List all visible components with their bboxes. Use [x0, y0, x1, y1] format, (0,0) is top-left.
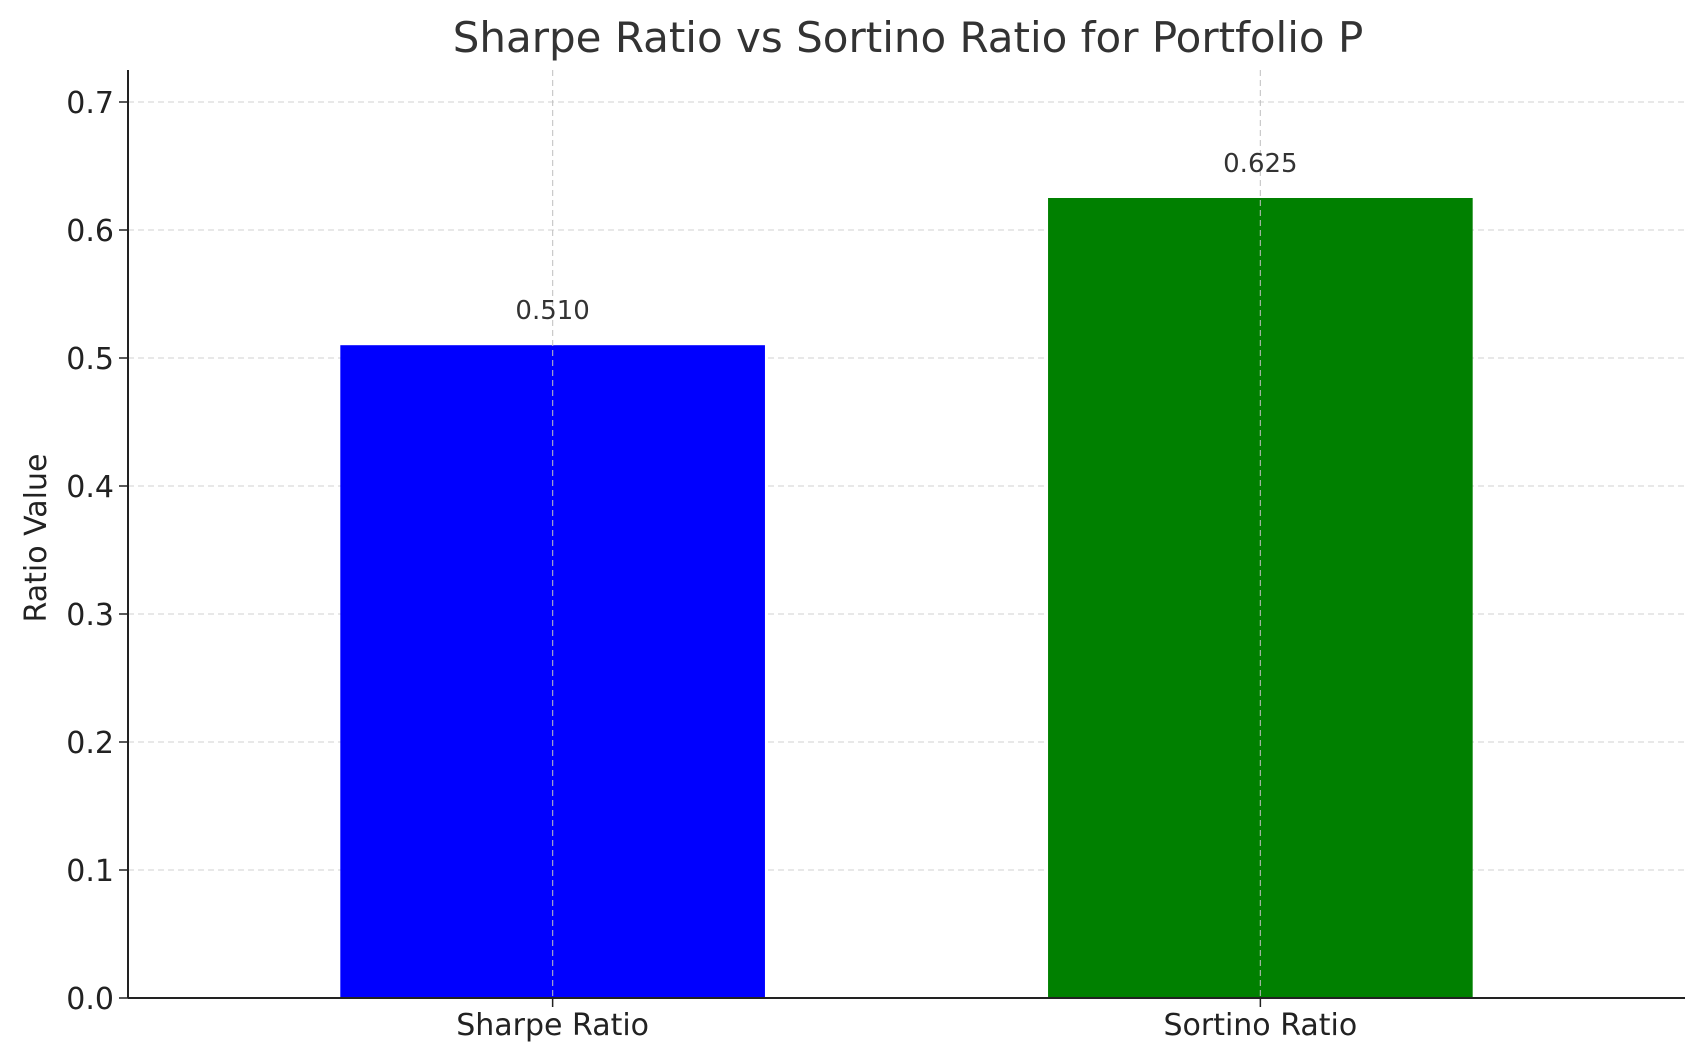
- y-axis-label: Ratio Value: [19, 454, 54, 623]
- y-tick-label: 0.3: [66, 598, 114, 633]
- bar-value-label: 0.510: [515, 296, 589, 326]
- bar-sortino-ratio: [1048, 198, 1473, 998]
- vertical-grid-lines: [552, 70, 1261, 998]
- y-tick-label: 0.4: [66, 470, 114, 505]
- tick-labels: 0.0 0.1 0.2 0.3 0.4 0.5 0.6 0.7 Sharpe Ratio Sort…: [66, 86, 1357, 1043]
- x-tick-label: Sortino Ratio: [1163, 1008, 1357, 1043]
- chart-title: Sharpe Ratio vs Sortino Ratio for Portfo…: [453, 13, 1364, 62]
- bars: [340, 198, 1473, 998]
- y-tick-label: 0.7: [66, 86, 114, 121]
- data-labels: 0.510 0.625: [515, 149, 1297, 326]
- y-tick-label: 0.1: [66, 854, 114, 889]
- x-tick-label: Sharpe Ratio: [456, 1008, 649, 1043]
- y-tick-label: 0.6: [66, 214, 114, 249]
- y-tick-label: 0.5: [66, 342, 114, 377]
- bar-value-label: 0.625: [1223, 149, 1297, 179]
- y-tick-label: 0.2: [66, 726, 114, 761]
- axes: [119, 70, 1685, 1007]
- y-tick-label: 0.0: [66, 982, 114, 1017]
